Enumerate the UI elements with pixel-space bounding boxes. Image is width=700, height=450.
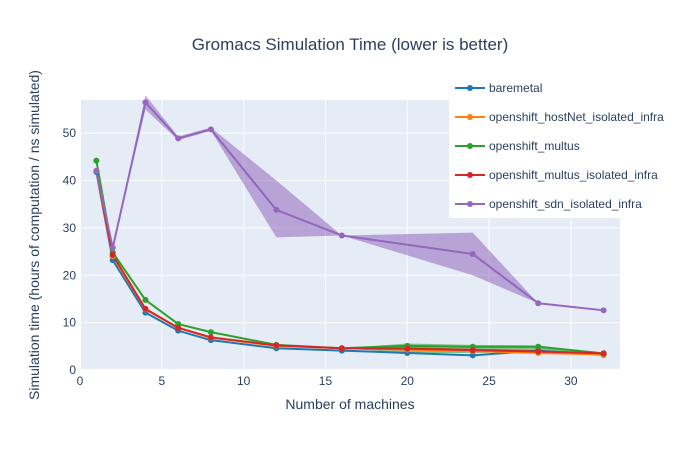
- legend-label: openshift_sdn_isolated_infra: [489, 197, 642, 211]
- series-line-4: [95, 101, 604, 312]
- data-point: [207, 126, 214, 133]
- data-point: [535, 343, 542, 350]
- data-point: [404, 345, 411, 352]
- data-point: [109, 244, 116, 251]
- data-point: [207, 334, 214, 341]
- chart-title: Gromacs Simulation Time (lower is better…: [192, 35, 508, 54]
- data-point: [175, 324, 182, 331]
- legend-item: openshift_multus_isolated_infra: [455, 168, 658, 182]
- data-point: [207, 329, 214, 336]
- legend-item: openshift_multus: [455, 139, 580, 153]
- legend-swatch-marker: [467, 201, 473, 207]
- legend-item: openshift_sdn_isolated_infra: [455, 197, 642, 211]
- data-point: [93, 157, 100, 164]
- data-point: [469, 347, 476, 354]
- legend-swatch-marker: [467, 172, 473, 178]
- legend-label: baremetal: [489, 81, 542, 95]
- data-point: [142, 296, 149, 303]
- x-tick-label: 10: [237, 374, 251, 388]
- legend-item: baremetal: [455, 81, 542, 95]
- data-points: [93, 99, 607, 359]
- y-axis-title: Simulation time (hours of computation / …: [26, 70, 42, 400]
- data-point: [469, 250, 476, 257]
- y-tick-label: 0: [69, 363, 76, 377]
- legend-label: openshift_multus_isolated_infra: [489, 168, 658, 182]
- data-point: [338, 232, 345, 239]
- data-point: [338, 345, 345, 352]
- data-point: [142, 305, 149, 312]
- x-tick-label: 0: [77, 374, 84, 388]
- legend-swatch-marker: [467, 85, 473, 91]
- legend-swatch-marker: [467, 114, 473, 120]
- y-tick-label: 20: [63, 268, 77, 282]
- x-tick-label: 25: [482, 374, 496, 388]
- x-tick-label: 15: [319, 374, 333, 388]
- legend-label: openshift_multus: [489, 139, 580, 153]
- y-tick-label: 50: [63, 126, 77, 140]
- y-tick-label: 10: [63, 316, 77, 330]
- y-tick-label: 30: [63, 221, 77, 235]
- data-point: [93, 168, 100, 175]
- x-tick-label: 20: [401, 374, 415, 388]
- legend-swatch-marker: [467, 143, 473, 149]
- legend: baremetal openshift_hostNet_isolated_infr…: [449, 74, 664, 218]
- data-point: [469, 352, 476, 359]
- data-point: [535, 348, 542, 355]
- tick-labels: 0 5 10 15 20 25 30 0 10 20 30 40 50: [63, 126, 578, 388]
- data-point: [600, 307, 607, 314]
- data-point: [273, 342, 280, 349]
- legend-item: openshift_hostNet_isolated_infra: [455, 110, 664, 124]
- y-tick-label: 40: [63, 174, 77, 188]
- data-point: [109, 251, 116, 258]
- data-point: [142, 99, 149, 106]
- data-point: [175, 135, 182, 142]
- x-tick-label: 5: [158, 374, 165, 388]
- legend-label: openshift_hostNet_isolated_infra: [489, 110, 664, 124]
- data-point: [273, 206, 280, 213]
- x-axis-title: Number of machines: [285, 396, 414, 412]
- data-point: [600, 350, 607, 357]
- data-point: [535, 300, 542, 307]
- x-tick-label: 30: [564, 374, 578, 388]
